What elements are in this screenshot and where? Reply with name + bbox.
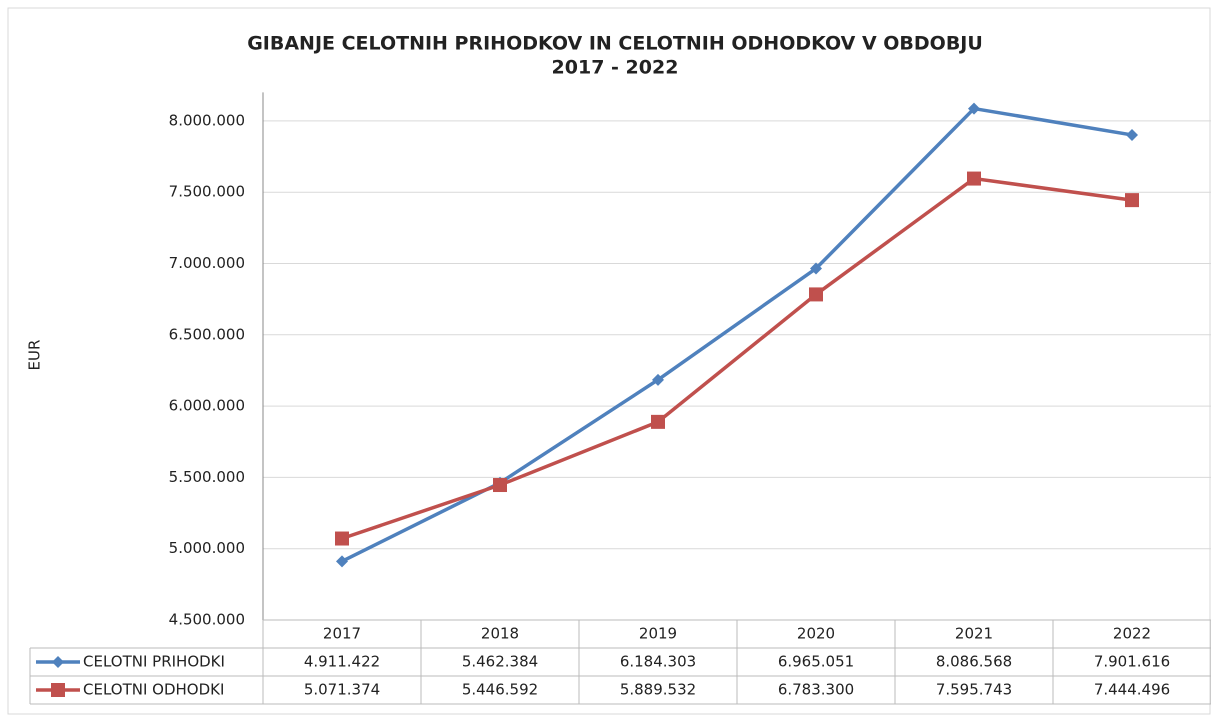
x-tick-label: 2020 bbox=[797, 625, 835, 643]
table-value: 8.086.568 bbox=[936, 653, 1012, 671]
chart-border bbox=[7, 7, 1211, 715]
marker bbox=[51, 683, 65, 697]
x-tick-label: 2022 bbox=[1113, 625, 1151, 643]
legend-label: CELOTNI PRIHODKI bbox=[83, 653, 225, 671]
x-tick-label: 2021 bbox=[955, 625, 993, 643]
y-axis-label: EUR bbox=[26, 340, 44, 371]
chart-title: GIBANJE CELOTNIH PRIHODKOV IN CELOTNIH O… bbox=[247, 33, 983, 55]
marker bbox=[493, 478, 507, 493]
line bbox=[341, 176, 1133, 541]
x-tick-label: 2019 bbox=[639, 625, 677, 643]
y-tick-label: 7.000.000 bbox=[169, 254, 245, 272]
table-value: 6.184.303 bbox=[620, 653, 696, 671]
marker bbox=[968, 102, 980, 115]
table-value: 7.444.496 bbox=[1094, 681, 1170, 699]
table-value: 5.446.592 bbox=[462, 681, 538, 699]
y-tick-label: 6.500.000 bbox=[169, 325, 245, 343]
table-value: 4.911.422 bbox=[304, 653, 380, 671]
y-tick-label: 8.000.000 bbox=[169, 111, 245, 129]
marker bbox=[651, 414, 665, 429]
line bbox=[341, 106, 1133, 563]
y-tick-label: 5.500.000 bbox=[169, 468, 245, 486]
y-tick-label: 4.500.000 bbox=[169, 611, 245, 629]
marker bbox=[1125, 193, 1139, 208]
x-tick-label: 2018 bbox=[481, 625, 519, 643]
y-tick-label: 6.000.000 bbox=[169, 397, 245, 415]
table-value: 6.783.300 bbox=[778, 681, 854, 699]
marker bbox=[335, 531, 349, 546]
table-value: 5.462.384 bbox=[462, 653, 538, 671]
x-tick-label: 2017 bbox=[323, 625, 361, 643]
table-value: 7.595.743 bbox=[936, 681, 1012, 699]
marker bbox=[810, 262, 822, 275]
marker bbox=[652, 373, 664, 386]
marker bbox=[336, 555, 348, 568]
table-value: 5.071.374 bbox=[304, 681, 380, 699]
marker bbox=[1126, 128, 1138, 141]
table-value: 5.889.532 bbox=[620, 681, 696, 699]
marker bbox=[52, 656, 64, 668]
marker bbox=[809, 287, 823, 302]
legend-label: CELOTNI ODHODKI bbox=[83, 681, 224, 699]
table-value: 7.901.616 bbox=[1094, 653, 1170, 671]
marker bbox=[967, 171, 981, 186]
y-tick-label: 7.500.000 bbox=[169, 183, 245, 201]
table-value: 6.965.051 bbox=[778, 653, 854, 671]
y-tick-label: 5.000.000 bbox=[169, 539, 245, 557]
chart-title: 2017 - 2022 bbox=[552, 57, 679, 79]
